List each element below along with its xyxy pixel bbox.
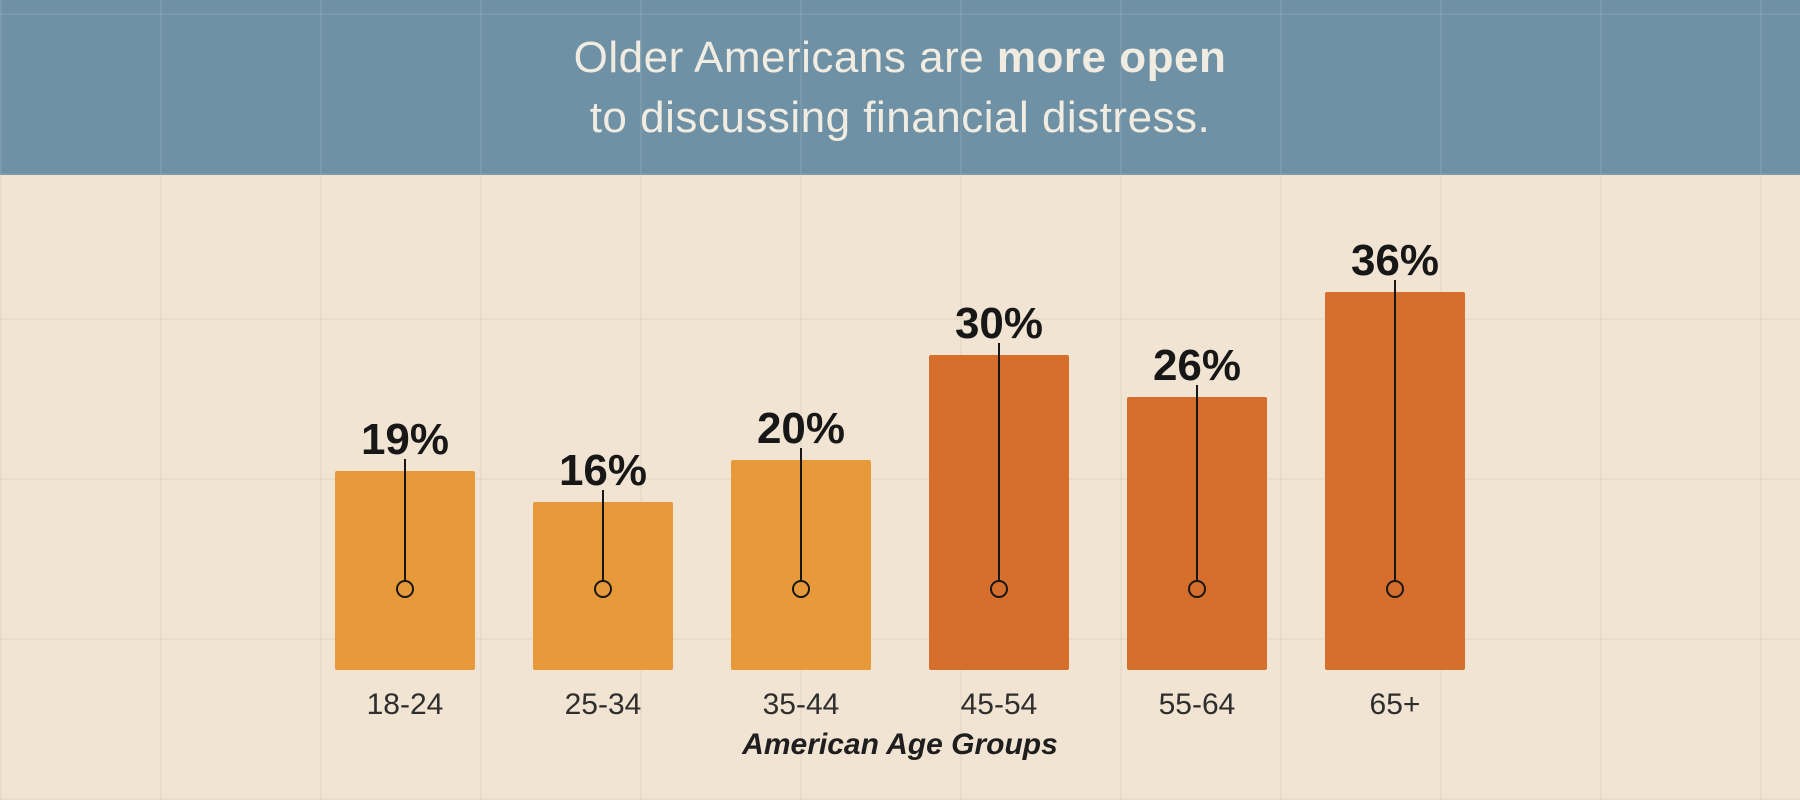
category-label: 25-34 [565,688,642,722]
bar-marker [594,490,612,598]
bar-column: 36%65+ [1325,292,1465,670]
bar: 26% [1127,397,1267,670]
marker-circle-icon [792,580,810,598]
bar-column: 16%25-34 [533,502,673,670]
header-band: Older Americans are more open to discuss… [0,0,1800,175]
title-line2: to discussing financial distress. [590,93,1211,142]
bar-marker [990,343,1008,598]
bar: 36% [1325,292,1465,670]
bars-wrap: 19%18-24 16%25-34 20%35-44 30%45-54 26%55-64… [0,292,1800,670]
bar-column: 30%45-54 [929,355,1069,670]
bar-marker [1188,385,1206,598]
category-label: 65+ [1370,688,1421,722]
title-line1-bold: more open [997,33,1226,82]
marker-circle-icon [1386,580,1404,598]
category-label: 45-54 [961,688,1038,722]
chart-area: 19%18-2416%25-3420%35-4430%45-5426%55-64… [0,175,1800,800]
bar-value-label: 30% [955,299,1043,349]
marker-circle-icon [396,580,414,598]
bar-column: 19%18-24 [335,471,475,671]
marker-circle-icon [1188,580,1206,598]
bar: 16% [533,502,673,670]
marker-line [1394,280,1396,580]
title: Older Americans are more open to discuss… [574,28,1227,147]
bar: 19% [335,471,475,671]
bar-value-label: 36% [1351,236,1439,286]
bar-value-label: 26% [1153,341,1241,391]
bar: 30% [929,355,1069,670]
marker-circle-icon [594,580,612,598]
category-label: 18-24 [367,688,444,722]
marker-line [800,448,802,580]
marker-line [1196,385,1198,580]
marker-line [602,490,604,580]
category-label: 55-64 [1159,688,1236,722]
marker-line [404,459,406,581]
marker-line [998,343,1000,580]
bar-marker [792,448,810,598]
bar-marker [396,459,414,599]
x-axis-title: American Age Groups [0,728,1800,762]
bar-value-label: 19% [361,415,449,465]
bar-column: 26%55-64 [1127,397,1267,670]
title-line1-pre: Older Americans are [574,33,997,82]
bar-value-label: 16% [559,446,647,496]
infographic-container: Older Americans are more open to discuss… [0,0,1800,800]
marker-circle-icon [990,580,1008,598]
bar-marker [1386,280,1404,598]
bar-value-label: 20% [757,404,845,454]
bar-column: 20%35-44 [731,460,871,670]
category-label: 35-44 [763,688,840,722]
bar: 20% [731,460,871,670]
